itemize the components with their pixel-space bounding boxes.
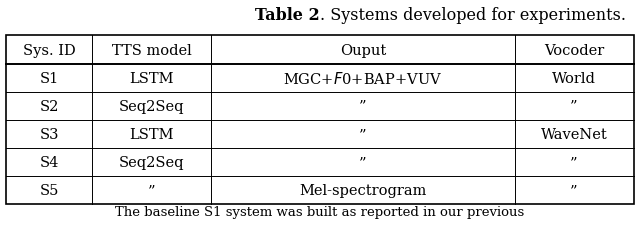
Text: ”: ” [570, 99, 578, 113]
Text: ”: ” [359, 99, 367, 113]
Text: S4: S4 [40, 155, 59, 169]
Text: S2: S2 [40, 99, 59, 113]
Text: LSTM: LSTM [129, 127, 174, 141]
Text: World: World [552, 71, 596, 85]
Text: TTS model: TTS model [112, 43, 191, 57]
Text: Mel-spectrogram: Mel-spectrogram [300, 183, 427, 197]
Text: Ouput: Ouput [340, 43, 386, 57]
Text: WaveNet: WaveNet [541, 127, 607, 141]
Text: ”: ” [359, 155, 367, 169]
Text: ”: ” [570, 155, 578, 169]
Text: Table 2: Table 2 [255, 7, 320, 24]
Text: S3: S3 [40, 127, 59, 141]
Text: . Systems developed for experiments.: . Systems developed for experiments. [320, 7, 626, 24]
Text: Seq2Seq: Seq2Seq [119, 99, 184, 113]
Text: ”: ” [359, 127, 367, 141]
Text: ”: ” [148, 183, 156, 197]
Text: MGC+$\mathit{F}$0+BAP+VUV: MGC+$\mathit{F}$0+BAP+VUV [284, 70, 442, 86]
Text: ”: ” [570, 183, 578, 197]
Text: S1: S1 [40, 71, 59, 85]
Text: Seq2Seq: Seq2Seq [119, 155, 184, 169]
Text: S5: S5 [40, 183, 59, 197]
Text: LSTM: LSTM [129, 71, 174, 85]
Text: Sys. ID: Sys. ID [23, 43, 76, 57]
Text: Vocoder: Vocoder [544, 43, 604, 57]
Bar [6, 36, 634, 204]
Text: The baseline S1 system was built as reported in our previous: The baseline S1 system was built as repo… [115, 205, 525, 218]
